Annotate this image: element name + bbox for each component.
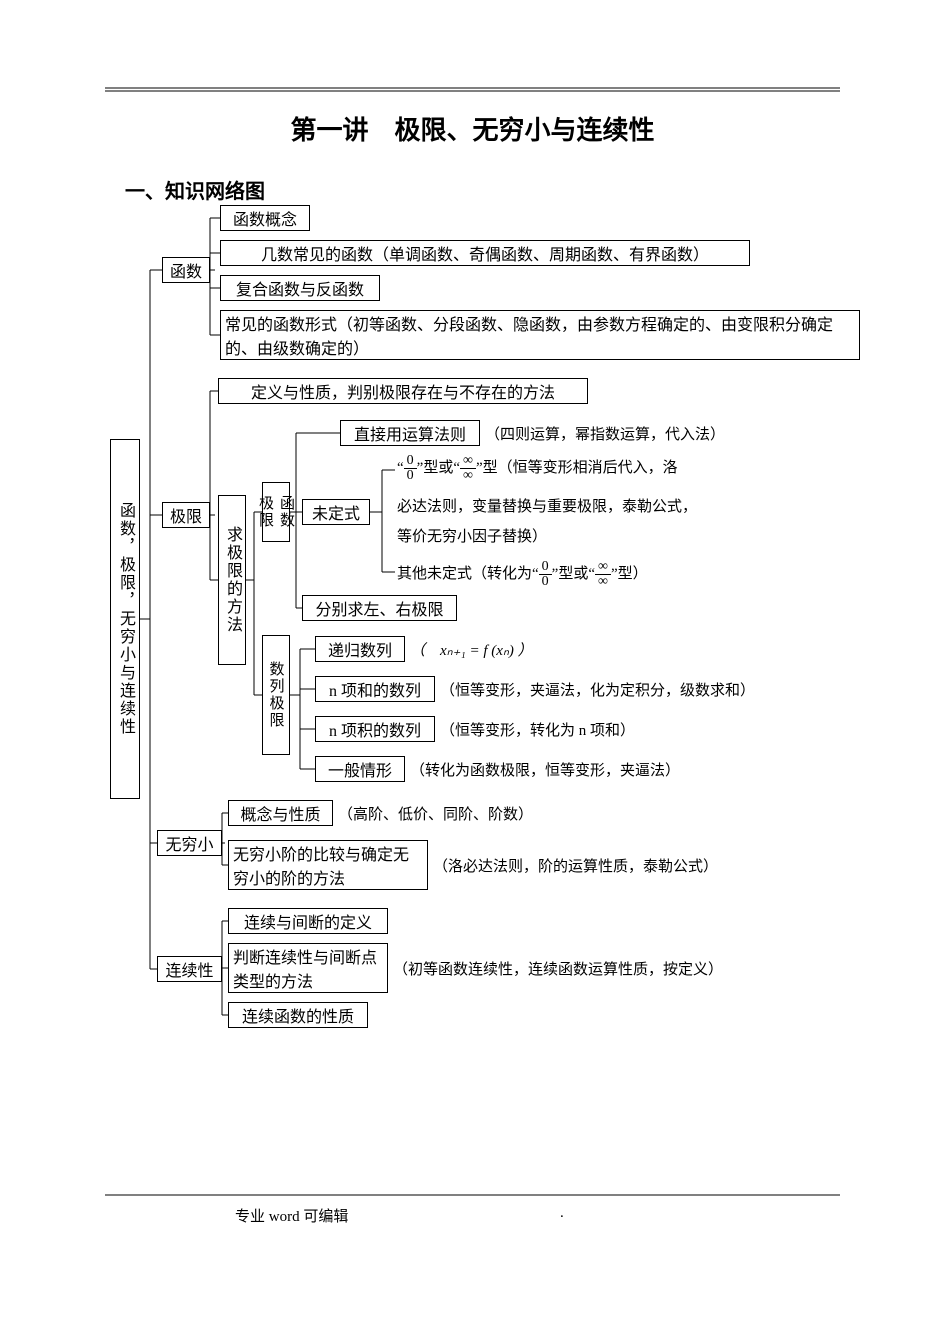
- node-shulie-a: 递归数列: [315, 636, 405, 662]
- node-lx-b: 判断连续性与间断点类型的方法: [228, 943, 388, 993]
- node-hanshu-c: 复合函数与反函数: [220, 275, 380, 301]
- node-hanshu: 函数: [162, 257, 210, 283]
- root-box: 函数，极限，无穷小与连续性: [110, 439, 140, 799]
- note-weidingshi-line4: 其他未定式（转化为“00”型或“∞∞”型）: [397, 560, 648, 589]
- node-qiu: 求极限的方法: [218, 495, 246, 665]
- node-lx-a: 连续与间断的定义: [228, 908, 388, 934]
- note-weidingshi-d-pre: 其他未定式（转化为“: [397, 566, 539, 582]
- note-weidingshi-line1: “00”型或“∞∞”型（恒等变形相消后代入，洛: [397, 454, 678, 483]
- node-shulie-b: n 项和的数列: [315, 676, 435, 702]
- node-weidingshi: 未定式: [302, 499, 370, 525]
- footer-dot: .: [560, 1205, 564, 1222]
- node-hanshu-jixian-a: 直接用运算法则: [340, 420, 480, 446]
- note-wq-b: （洛必达法则，阶的运算性质，泰勒公式）: [433, 855, 718, 876]
- node-jixian-a: 定义与性质，判别极限存在与不存在的方法: [218, 378, 588, 404]
- note-shulie-a: （ xₙ₊₁ = f (xₙ) ）: [410, 639, 533, 660]
- node-shulie-c: n 项积的数列: [315, 716, 435, 742]
- note-weidingshi-d-post: ”型）: [611, 566, 648, 582]
- note-weidingshi-d-mid: ”型或“: [552, 566, 595, 582]
- node-lianxu: 连续性: [157, 956, 222, 982]
- note-weidingshi-a-post: ”型（恒等变形相消后代入，洛: [476, 460, 678, 476]
- node-hanshu-d: 常见的函数形式（初等函数、分段函数、隐函数，由参数方程确定的、由变限积分确定的、…: [220, 310, 860, 360]
- note-weidingshi-line3: 等价无穷小因子替换）: [397, 525, 547, 546]
- node-hanshu-b: 几数常见的函数（单调函数、奇偶函数、周期函数、有界函数）: [220, 240, 750, 266]
- node-wuqiongxiao: 无穷小: [157, 830, 222, 856]
- page-title: 第一讲 极限、无穷小与连续性: [0, 110, 945, 147]
- note-weidingshi-a-mid: ”型或“: [417, 460, 460, 476]
- note-wq-a: （高阶、低价、同阶、阶数）: [338, 803, 533, 824]
- section-heading: 一、知识网络图: [125, 175, 265, 204]
- note-weidingshi-a-pre: “: [397, 460, 404, 476]
- note-lx-b: （初等函数连续性，连续函数运算性质，按定义）: [393, 958, 723, 979]
- node-hanshu-a: 函数概念: [220, 205, 310, 231]
- note-hanshu-jixian-a: （四则运算，幂指数运算，代入法）: [485, 423, 725, 444]
- node-lx-c: 连续函数的性质: [228, 1002, 368, 1028]
- note-weidingshi-line2: 必达法则，变量替换与重要极限，泰勒公式，: [397, 495, 697, 516]
- node-wq-b: 无穷小阶的比较与确定无穷小的阶的方法: [228, 840, 428, 890]
- footer-text: 专业 word 可编辑: [235, 1205, 348, 1226]
- node-jixian: 极限: [162, 502, 210, 528]
- node-hanshu-jixian-b: 分别求左、右极限: [302, 595, 457, 621]
- node-shulie: 数列极限: [262, 635, 290, 755]
- node-wq-a: 概念与性质: [228, 800, 333, 826]
- node-shulie-d: 一般情形: [315, 756, 405, 782]
- note-shulie-d: （转化为函数极限，恒等变形，夹逼法）: [410, 759, 680, 780]
- node-hanshu-jixian: 函数极限: [262, 482, 290, 542]
- note-shulie-c: （恒等变形，转化为 n 项和）: [440, 719, 635, 740]
- note-shulie-b: （恒等变形，夹逼法，化为定积分，级数求和）: [440, 679, 755, 700]
